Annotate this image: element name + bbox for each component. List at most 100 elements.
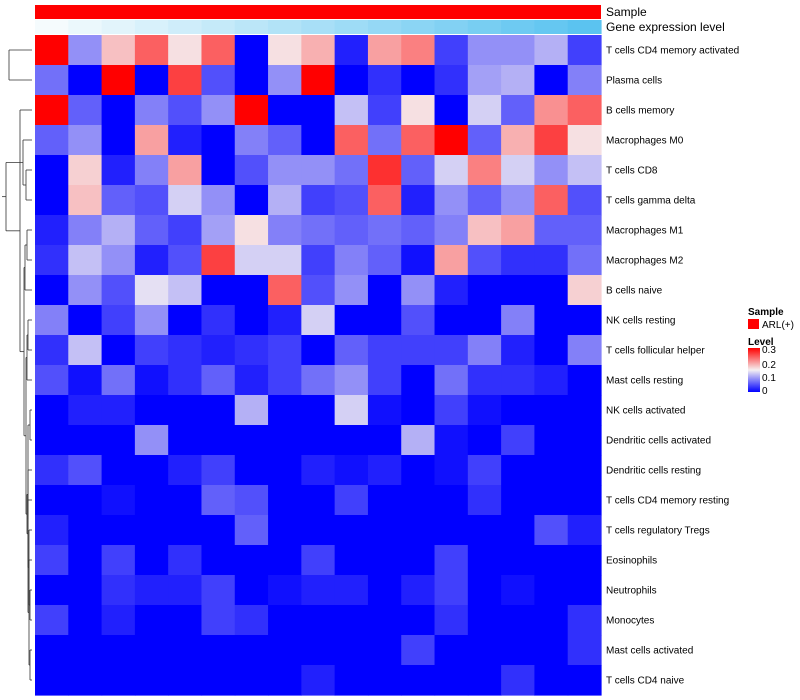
expression-annotation-cell (534, 20, 569, 34)
heatmap-cell (501, 545, 536, 576)
heatmap-cell (534, 155, 569, 186)
heatmap-cell (501, 665, 536, 696)
heatmap-cell (534, 455, 569, 486)
heatmap-cell (367, 635, 402, 666)
heatmap-cell (168, 95, 203, 126)
heatmap-cell (68, 425, 103, 456)
heatmap-cell (334, 245, 369, 276)
heatmap-cell (68, 95, 103, 126)
heatmap-cell (434, 65, 469, 96)
heatmap-cell (334, 545, 369, 576)
heatmap-cell (268, 125, 302, 156)
heatmap-cell (434, 245, 469, 276)
heatmap-cell (567, 35, 602, 66)
heatmap-cell (101, 95, 136, 126)
heatmap-cell (367, 245, 402, 276)
heatmap-cell (401, 455, 436, 486)
heatmap-cell (234, 545, 269, 576)
heatmap-cell (134, 605, 169, 636)
heatmap-cell (501, 245, 536, 276)
heatmap-cell (367, 95, 402, 126)
heatmap-cell (101, 545, 136, 576)
heatmap-cell (234, 275, 269, 306)
heatmap-cell (567, 665, 602, 696)
heatmap-cell (101, 665, 136, 696)
heatmap-cell (534, 635, 569, 666)
heatmap-cell (334, 575, 369, 606)
heatmap-cell (367, 545, 402, 576)
heatmap-cell (301, 215, 336, 246)
heatmap-cell (35, 545, 69, 576)
row-label: T cells CD4 memory activated (606, 46, 739, 57)
heatmap-cell (101, 155, 136, 186)
heatmap-cell (168, 275, 203, 306)
heatmap-cell (367, 425, 402, 456)
row-label: NK cells resting (606, 316, 675, 327)
heatmap-cell (501, 95, 536, 126)
heatmap-cell (467, 95, 502, 126)
expression-annotation-cell (434, 20, 469, 34)
heatmap-cell (534, 65, 569, 96)
heatmap-cell (268, 455, 302, 486)
heatmap-cell (234, 485, 269, 516)
expression-annotation-cell (168, 20, 203, 34)
heatmap-cell (301, 335, 336, 366)
heatmap-cell (168, 65, 203, 96)
heatmap-cell (334, 125, 369, 156)
heatmap-cell (567, 605, 602, 636)
heatmap-cell (434, 515, 469, 546)
heatmap-cell (467, 335, 502, 366)
heatmap-cell (268, 65, 302, 96)
heatmap-cell (134, 455, 169, 486)
heatmap-cell (68, 65, 103, 96)
heatmap-cell (501, 605, 536, 636)
row-label: Dendritic cells resting (606, 466, 701, 477)
heatmap-cell (367, 335, 402, 366)
heatmap-cell (201, 35, 236, 66)
heatmap-cell (334, 215, 369, 246)
heatmap-cell (367, 185, 402, 216)
heatmap-cell (134, 275, 169, 306)
heatmap-cell (234, 605, 269, 636)
heatmap-cell (334, 635, 369, 666)
heatmap-cell (467, 35, 502, 66)
heatmap-cell (35, 635, 69, 666)
expression-annotation-cell (68, 20, 103, 34)
heatmap-cell (567, 125, 602, 156)
heatmap-cell (301, 155, 336, 186)
heatmap-cell (35, 335, 69, 366)
heatmap-cell (68, 305, 103, 336)
heatmap-cell (534, 215, 569, 246)
heatmap-cell (268, 35, 302, 66)
heatmap-cell (567, 275, 602, 306)
heatmap-cell (234, 185, 269, 216)
row-label: Neutrophils (606, 586, 657, 597)
heatmap-cell (35, 605, 69, 636)
heatmap-cell (367, 155, 402, 186)
annotation-label-sample: Sample (606, 5, 647, 19)
heatmap-cell (467, 545, 502, 576)
heatmap-cell (467, 65, 502, 96)
heatmap-cell (168, 455, 203, 486)
heatmap-cell (401, 305, 436, 336)
row-label: Monocytes (606, 616, 654, 627)
heatmap-cell (567, 485, 602, 516)
heatmap-cell (334, 305, 369, 336)
heatmap-cell (268, 635, 302, 666)
heatmap-cell (134, 335, 169, 366)
heatmap-cell (334, 275, 369, 306)
heatmap-cell (434, 335, 469, 366)
heatmap-cell (134, 155, 169, 186)
heatmap-cell (434, 155, 469, 186)
heatmap-cell (334, 455, 369, 486)
heatmap-cell (501, 575, 536, 606)
heatmap-cell (101, 245, 136, 276)
heatmap-cell (534, 395, 569, 426)
heatmap-cell (301, 95, 336, 126)
heatmap-cell (68, 35, 103, 66)
heatmap-cell (534, 305, 569, 336)
heatmap-cell (134, 185, 169, 216)
heatmap-cell (501, 275, 536, 306)
heatmap-cell (134, 665, 169, 696)
heatmap-cell (268, 305, 302, 336)
